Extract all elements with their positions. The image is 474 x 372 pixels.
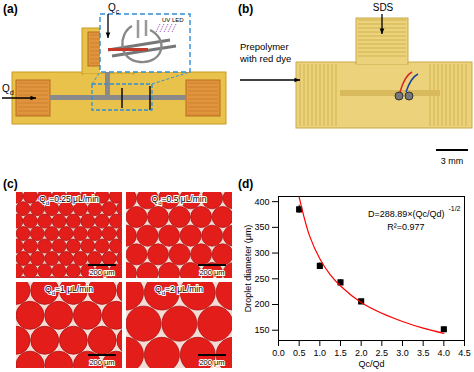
svg-text:200 μm: 200 μm <box>199 268 224 277</box>
svg-text:300: 300 <box>254 248 269 258</box>
svg-text:3 mm: 3 mm <box>441 156 464 166</box>
svg-text:(d): (d) <box>238 177 253 191</box>
svg-text:200 μm: 200 μm <box>89 268 114 277</box>
svg-text:Droplet diameter (μm): Droplet diameter (μm) <box>243 225 253 313</box>
svg-text:200: 200 <box>254 299 269 309</box>
svg-text:0.5: 0.5 <box>293 348 306 358</box>
svg-text:350: 350 <box>254 222 269 232</box>
svg-text:Qc/Qd: Qc/Qd <box>358 359 384 369</box>
svg-text:Qd=0.25 μL/min: Qd=0.25 μL/min <box>39 194 99 206</box>
svg-text:Qd: Qd <box>2 83 14 97</box>
svg-text:Qc: Qc <box>108 2 120 16</box>
svg-text:1.5: 1.5 <box>334 348 347 358</box>
svg-text:250: 250 <box>254 274 269 284</box>
svg-text:Qd=1 μL/min: Qd=1 μL/min <box>45 284 93 296</box>
svg-text:4.5: 4.5 <box>458 348 471 358</box>
svg-text:(a): (a) <box>3 2 18 16</box>
svg-text:0.0: 0.0 <box>272 348 285 358</box>
svg-text:(b): (b) <box>238 2 253 16</box>
svg-text:1.0: 1.0 <box>314 348 327 358</box>
svg-text:200 μm: 200 μm <box>199 358 224 367</box>
svg-text:Qd=2 μL/min: Qd=2 μL/min <box>155 284 203 296</box>
svg-text:with red dye: with red dye <box>239 53 291 64</box>
svg-text:R²=0.977: R²=0.977 <box>387 222 424 232</box>
svg-text:-1/2: -1/2 <box>448 205 460 212</box>
svg-text:400: 400 <box>254 197 269 207</box>
svg-text:4.0: 4.0 <box>438 348 451 358</box>
svg-text:200 μm: 200 μm <box>89 358 114 367</box>
svg-text:150: 150 <box>254 325 269 335</box>
svg-text:SDS: SDS <box>373 2 394 13</box>
svg-text:D=288.89×(Qc/Qd): D=288.89×(Qc/Qd) <box>368 209 445 219</box>
svg-text:Qd=0.5 μL/min: Qd=0.5 μL/min <box>152 194 207 206</box>
svg-text:3.5: 3.5 <box>417 348 430 358</box>
svg-text:UV LED: UV LED <box>162 17 184 23</box>
svg-text:2.5: 2.5 <box>376 348 389 358</box>
svg-text:2.0: 2.0 <box>355 348 368 358</box>
svg-text:3.0: 3.0 <box>396 348 409 358</box>
svg-text:Prepolymer: Prepolymer <box>240 41 289 52</box>
svg-text:(c): (c) <box>3 177 18 191</box>
